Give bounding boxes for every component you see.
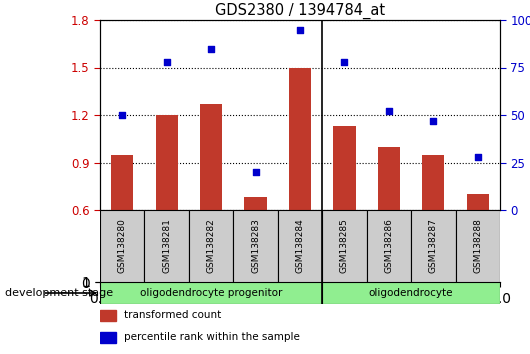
Bar <box>467 194 489 210</box>
FancyBboxPatch shape <box>456 210 500 282</box>
Text: GSM138288: GSM138288 <box>473 218 482 273</box>
Point <box>473 154 482 160</box>
Bar <box>100 310 116 321</box>
Text: development stage: development stage <box>5 288 113 298</box>
Title: GDS2380 / 1394784_at: GDS2380 / 1394784_at <box>215 2 385 19</box>
Text: oligodendrocyte: oligodendrocyte <box>369 288 453 298</box>
FancyBboxPatch shape <box>233 210 278 282</box>
FancyBboxPatch shape <box>322 210 367 282</box>
Bar <box>289 68 311 210</box>
Point <box>207 46 215 51</box>
Text: GSM138287: GSM138287 <box>429 218 438 273</box>
Point <box>118 112 127 118</box>
Text: oligodendrocyte progenitor: oligodendrocyte progenitor <box>140 288 282 298</box>
Text: GSM138286: GSM138286 <box>384 218 393 273</box>
Bar <box>244 197 267 210</box>
Text: GSM138282: GSM138282 <box>207 219 216 273</box>
Bar <box>111 155 134 210</box>
Text: GSM138284: GSM138284 <box>296 219 305 273</box>
Text: transformed count: transformed count <box>124 310 221 320</box>
Text: GSM138283: GSM138283 <box>251 218 260 273</box>
Point <box>429 118 438 124</box>
Bar <box>378 147 400 210</box>
FancyBboxPatch shape <box>145 210 189 282</box>
Point <box>340 59 349 65</box>
FancyBboxPatch shape <box>322 282 500 304</box>
FancyBboxPatch shape <box>278 210 322 282</box>
FancyBboxPatch shape <box>189 210 233 282</box>
Text: GSM138281: GSM138281 <box>162 218 171 273</box>
FancyBboxPatch shape <box>100 210 145 282</box>
FancyBboxPatch shape <box>367 210 411 282</box>
FancyBboxPatch shape <box>100 282 322 304</box>
Text: percentile rank within the sample: percentile rank within the sample <box>124 332 300 342</box>
Point <box>162 59 171 65</box>
Point <box>296 27 304 32</box>
Text: GSM138285: GSM138285 <box>340 218 349 273</box>
Text: GSM138280: GSM138280 <box>118 218 127 273</box>
Bar <box>200 104 222 210</box>
Point <box>385 108 393 114</box>
Bar <box>422 155 445 210</box>
Bar <box>100 332 116 343</box>
Bar <box>156 115 178 210</box>
FancyBboxPatch shape <box>411 210 456 282</box>
Point <box>251 169 260 175</box>
Bar <box>333 126 356 210</box>
